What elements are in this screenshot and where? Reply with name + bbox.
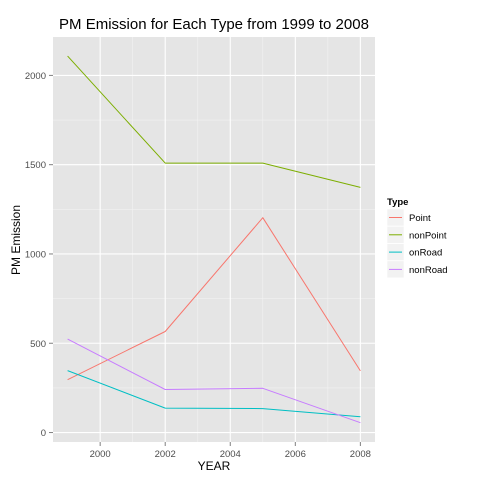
major-gridlines: [53, 37, 375, 442]
legend-label: Point: [409, 213, 431, 224]
x-tick-label: 2008: [350, 449, 371, 460]
y-axis-title: PM Emission: [9, 205, 23, 275]
y-tick-label: 0: [41, 428, 46, 439]
y-tick-label: 1500: [25, 160, 46, 171]
x-tick-label: 2000: [90, 449, 111, 460]
x-tick-label: 2002: [155, 449, 176, 460]
chart-title: PM Emission for Each Type from 1999 to 2…: [59, 16, 369, 33]
y-tick-label: 2000: [25, 71, 46, 82]
x-tick-label: 2006: [285, 449, 306, 460]
minor-gridlines: [53, 37, 375, 442]
series-line-nonroad: [67, 338, 361, 424]
x-axis-title: YEAR: [198, 459, 231, 473]
legend-label: onRoad: [409, 248, 442, 259]
legend-items: Point nonPoint onRoad nonRoad: [386, 208, 448, 279]
x-tick-label: 2004: [220, 449, 241, 460]
series-line-point: [67, 217, 361, 381]
series-lines: [67, 55, 361, 424]
series-line-onroad: [67, 370, 361, 418]
y-axis-ticks: 0 500 1000 1500 2000: [25, 71, 53, 439]
legend-label: nonPoint: [409, 230, 447, 241]
series-line-nonpoint: [67, 55, 361, 188]
x-axis-ticks: 2000 2002 2004 2006 2008: [90, 442, 371, 460]
legend: Type Point nonPoint onRoad nonRoad: [386, 197, 448, 279]
y-tick-label: 500: [30, 339, 46, 350]
legend-title: Type: [387, 197, 408, 208]
plot-panel: [53, 37, 375, 442]
legend-label: nonRoad: [409, 265, 448, 276]
y-tick-label: 1000: [25, 249, 46, 260]
